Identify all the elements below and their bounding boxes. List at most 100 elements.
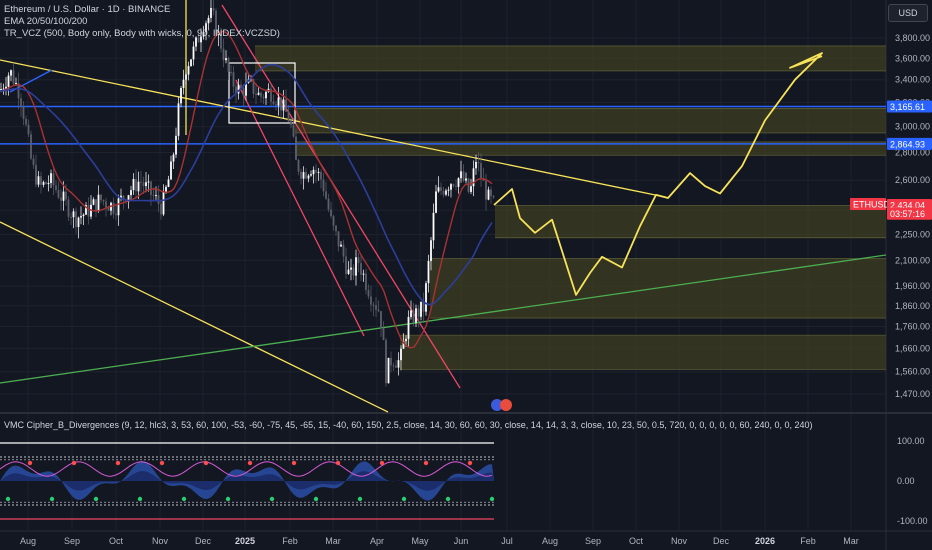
candle-body bbox=[120, 195, 122, 199]
candle-body bbox=[85, 205, 87, 215]
candle-body bbox=[302, 172, 305, 179]
price-tick-label: 3,600.00 bbox=[895, 53, 930, 63]
time-axis-label: 2025 bbox=[235, 536, 255, 546]
candle-body bbox=[62, 191, 65, 201]
candle-body bbox=[50, 173, 52, 183]
candle-body bbox=[332, 216, 335, 226]
time-axis-label: Oct bbox=[109, 536, 124, 546]
candle-body bbox=[100, 194, 102, 201]
price-tag-bg bbox=[887, 100, 932, 113]
time-axis-label: Mar bbox=[325, 536, 341, 546]
candle-body bbox=[22, 105, 25, 119]
candle-body bbox=[205, 23, 207, 32]
candle-body bbox=[80, 216, 82, 218]
indicator-signal-dot bbox=[335, 460, 341, 466]
candle-body bbox=[147, 181, 150, 183]
candle-body bbox=[27, 124, 30, 135]
candle-body bbox=[237, 84, 240, 94]
candle-body bbox=[390, 357, 392, 366]
candle-body bbox=[255, 94, 257, 96]
indicator-signal-dot bbox=[71, 460, 77, 466]
symbol-title[interactable]: Ethereum / U.S. Dollar · 1D · BINANCE bbox=[4, 4, 171, 15]
candle-body bbox=[197, 37, 200, 43]
candle-body bbox=[195, 37, 197, 47]
time-axis-label: Jun bbox=[454, 536, 469, 546]
candle-body bbox=[342, 244, 345, 257]
price-tag-label: 03:57:16 bbox=[890, 209, 925, 219]
candle-body bbox=[52, 173, 55, 186]
candle-body bbox=[320, 172, 322, 180]
candle-body bbox=[225, 58, 227, 61]
candle-body bbox=[12, 70, 15, 84]
time-axis-label: Mar bbox=[843, 536, 859, 546]
candle-body bbox=[145, 182, 147, 187]
candle-body bbox=[330, 209, 332, 217]
candle-body bbox=[245, 82, 247, 96]
candle-body bbox=[2, 88, 5, 90]
indicator-signal-dot bbox=[445, 496, 451, 502]
candle-body bbox=[87, 205, 90, 217]
indicator-wave-inner bbox=[0, 471, 494, 491]
price-tick-label: 2,100.00 bbox=[895, 255, 930, 265]
candle-body bbox=[282, 99, 285, 111]
indicator-magenta-line bbox=[0, 461, 493, 477]
candle-body bbox=[480, 163, 482, 179]
candle-body bbox=[45, 182, 47, 185]
candle-body bbox=[97, 194, 100, 212]
candle-body bbox=[290, 121, 292, 125]
candle-body bbox=[77, 217, 80, 228]
price-tick-label: 2,800.00 bbox=[895, 147, 930, 157]
indicator-legend[interactable]: VMC Cipher_B_Divergences (9, 12, hlc3, 3… bbox=[4, 420, 813, 430]
candle-body bbox=[157, 195, 160, 204]
candle-body bbox=[297, 159, 300, 172]
candle-body bbox=[292, 124, 295, 137]
time-axis-label: Feb bbox=[800, 536, 816, 546]
time-axis-label: Aug bbox=[542, 536, 558, 546]
candle-body bbox=[252, 79, 255, 95]
indicator-signal-dot bbox=[423, 460, 429, 466]
candle-body bbox=[375, 305, 377, 310]
price-tick-label: 1,860.00 bbox=[895, 301, 930, 311]
candle-body bbox=[465, 178, 467, 181]
candle-body bbox=[280, 97, 282, 111]
indicator-signal-dot bbox=[225, 496, 231, 502]
candle-body bbox=[385, 340, 387, 384]
time-axis-label: May bbox=[411, 536, 429, 546]
candle-body bbox=[0, 89, 2, 91]
vcz-legend[interactable]: TR_VCZ (500, Body only, Body with wicks,… bbox=[4, 28, 280, 39]
candle-body bbox=[160, 203, 162, 215]
candle-body bbox=[325, 191, 327, 199]
candle-body bbox=[425, 283, 427, 312]
candle-body bbox=[5, 86, 7, 89]
candle-body bbox=[472, 168, 475, 187]
candle-body bbox=[10, 70, 12, 76]
indicator-signal-dot bbox=[181, 496, 187, 502]
candle-body bbox=[102, 200, 105, 202]
candle-body bbox=[317, 172, 320, 174]
candle-body bbox=[30, 134, 32, 159]
candle-body bbox=[380, 311, 382, 329]
candle-body bbox=[152, 194, 155, 196]
candle-body bbox=[287, 111, 290, 122]
candle-body bbox=[162, 191, 165, 215]
currency-scale-button[interactable]: USD bbox=[888, 4, 928, 22]
candle-body bbox=[200, 36, 202, 43]
candle-body bbox=[430, 240, 432, 261]
candle-body bbox=[60, 197, 62, 201]
price-zone bbox=[255, 45, 886, 71]
candle-body bbox=[460, 171, 462, 179]
ema-legend[interactable]: EMA 20/50/100/200 bbox=[4, 16, 88, 27]
candle-body bbox=[412, 310, 415, 323]
candle-body bbox=[285, 99, 287, 112]
candle-body bbox=[427, 260, 430, 284]
candle-body bbox=[277, 97, 280, 106]
candle-body bbox=[347, 269, 350, 274]
price-tick-label: 3,000.00 bbox=[895, 122, 930, 132]
time-axis-label: Oct bbox=[629, 536, 644, 546]
candle-body bbox=[447, 189, 450, 191]
candle-body bbox=[367, 290, 370, 297]
candle-body bbox=[210, 7, 212, 18]
candle-body bbox=[20, 98, 22, 106]
